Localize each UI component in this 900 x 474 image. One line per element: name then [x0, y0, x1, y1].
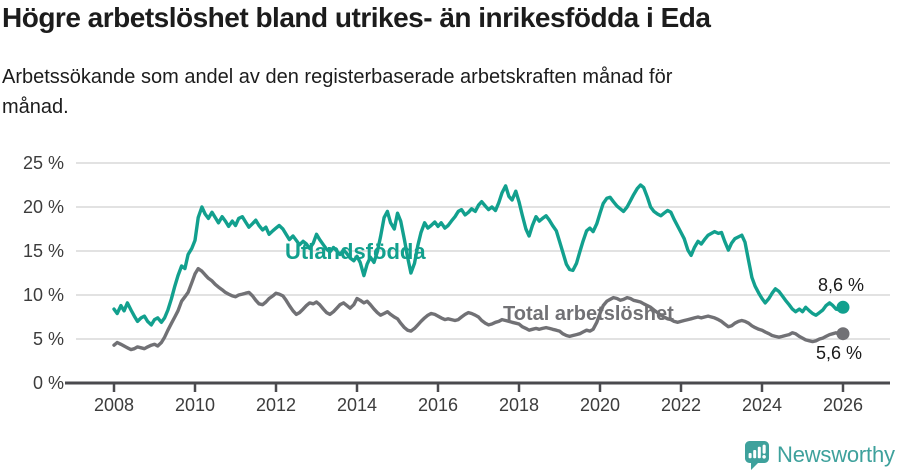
x-tick-label-2016: 2016: [417, 395, 459, 415]
line-chart: 0 % 5 % 10 % 15 % 20 % 25 % 2008 2010 2012 2014 2…: [22, 153, 890, 415]
x-tick-label-2014: 2014: [336, 395, 378, 415]
chart-subtitle: Arbetssökande som andel av den registerb…: [2, 62, 862, 122]
y-tick-label-25: 25 %: [22, 153, 64, 173]
x-tick-label-2020: 2020: [579, 395, 621, 415]
chart-plot-area: [65, 162, 890, 392]
series-label-utlandsfodda: Utlandsfödda: [285, 239, 426, 264]
newsworthy-logo-icon: [745, 441, 769, 470]
x-tick-label-2008: 2008: [93, 395, 135, 415]
brand-name: Newsworthy: [777, 442, 895, 467]
subtitle-line-2: månad.: [2, 96, 69, 118]
x-tick-label-2012: 2012: [255, 395, 297, 415]
end-value-label-utlandsfodda: 8,6 %: [818, 275, 865, 295]
y-tick-label-10: 10 %: [22, 285, 64, 305]
series-end-dot-1: [836, 327, 850, 341]
x-tick-label-2018: 2018: [498, 395, 540, 415]
series-end-dot-0: [836, 300, 850, 314]
subtitle-line-1: Arbetssökande som andel av den registerb…: [2, 66, 673, 88]
x-tick-label-2024: 2024: [741, 395, 783, 415]
y-tick-label-15: 15 %: [22, 241, 64, 261]
page-title: Högre arbetslöshet bland utrikes- än inr…: [2, 2, 711, 33]
end-value-label-total-arbetsloshet: 5,6 %: [816, 343, 863, 363]
newsworthy-brand-link[interactable]: Newsworthy: [744, 440, 895, 470]
x-tick-label-2026: 2026: [822, 395, 864, 415]
y-tick-label-5: 5 %: [32, 329, 64, 349]
x-tick-label-2022: 2022: [660, 395, 702, 415]
y-tick-label-20: 20 %: [22, 197, 64, 217]
x-tick-label-2010: 2010: [174, 395, 216, 415]
series-line-0: [112, 183, 845, 327]
series-label-total-arbetsloshet: Total arbetslöshet: [503, 303, 674, 325]
series-line-1: [112, 266, 845, 352]
y-tick-label-0: 0 %: [32, 373, 64, 393]
